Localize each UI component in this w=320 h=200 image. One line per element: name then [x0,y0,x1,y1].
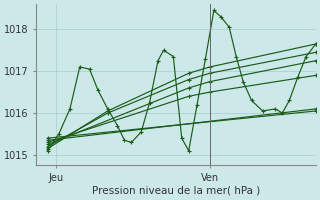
X-axis label: Pression niveau de la mer( hPa ): Pression niveau de la mer( hPa ) [92,186,260,196]
